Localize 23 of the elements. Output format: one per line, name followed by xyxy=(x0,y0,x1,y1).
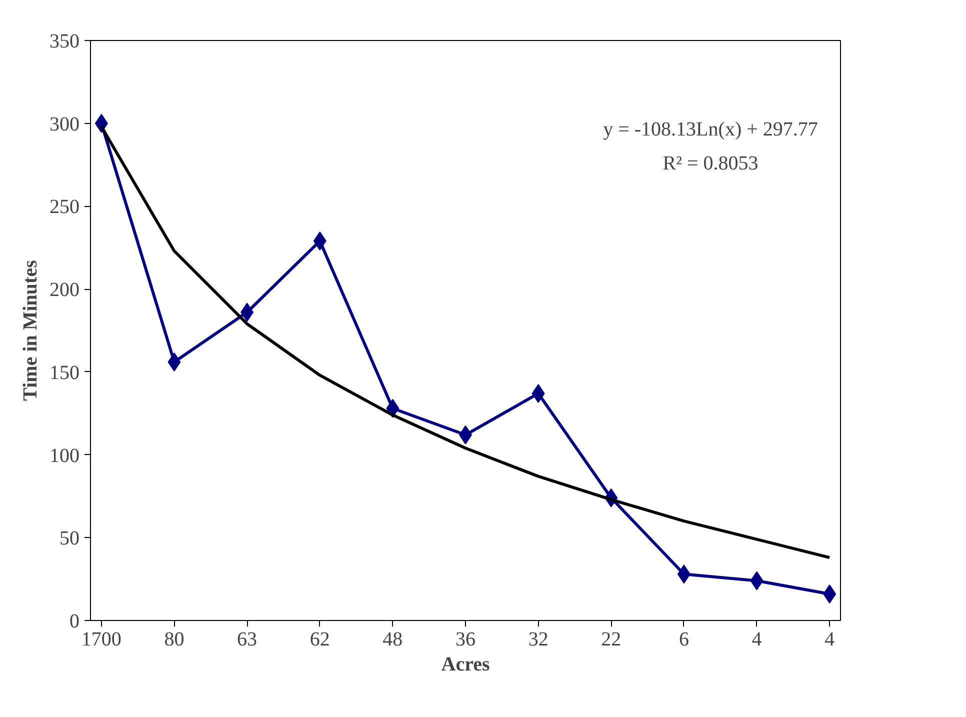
annotation: R² = 0.8053 xyxy=(662,152,758,174)
y-tick-label: 50 xyxy=(60,528,80,550)
annotation: y = -108.13Ln(x) + 297.77 xyxy=(603,118,818,140)
y-tick-label: 350 xyxy=(50,30,80,52)
x-axis-title: Acres xyxy=(441,654,490,676)
y-tick-label: 200 xyxy=(50,279,80,302)
y-tick-label: 150 xyxy=(50,362,80,384)
x-tick-label: 4 xyxy=(752,628,762,650)
x-tick-label: 4 xyxy=(824,628,835,650)
x-tick-label: 62 xyxy=(310,628,330,650)
x-tick-label: 80 xyxy=(164,628,184,650)
x-tick-label: 22 xyxy=(601,628,622,650)
x-tick-label: 32 xyxy=(528,628,548,650)
y-tick-label: 250 xyxy=(50,196,80,218)
x-tick-label: 6 xyxy=(678,628,689,650)
y-tick-label: 300 xyxy=(50,113,80,136)
y-axis-title: Time in Minutes xyxy=(20,260,42,401)
x-tick-label: 48 xyxy=(382,628,403,650)
x-tick-label: 1700 xyxy=(81,628,122,650)
x-tick-label: 36 xyxy=(456,628,476,650)
x-tick-label: 63 xyxy=(237,628,258,650)
y-tick-label: 0 xyxy=(70,610,80,632)
y-tick-label: 100 xyxy=(50,444,80,467)
